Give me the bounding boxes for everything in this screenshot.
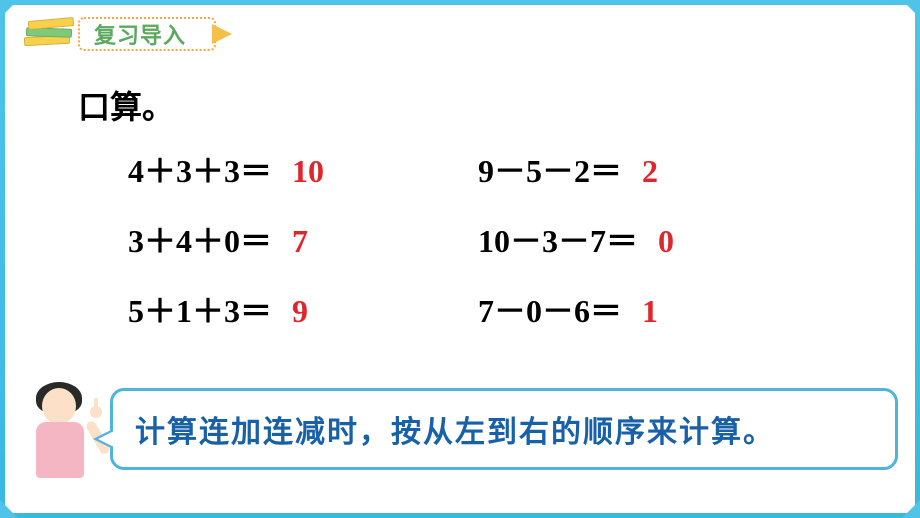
problem-left-2: 5＋1＋3＝ 9	[128, 286, 478, 332]
problems-grid: 4＋3＋3＝ 10 9－5－2＝ 2 3＋4＋0＝ 7 10－3－7＝ 0 5＋…	[128, 146, 828, 356]
teacher-icon	[22, 378, 100, 488]
problem-row: 5＋1＋3＝ 9 7－0－6＝ 1	[128, 286, 828, 332]
problem-row: 3＋4＋0＝ 7 10－3－7＝ 0	[128, 216, 828, 262]
problem-answer: 1	[642, 293, 658, 330]
banner-box: 复习导入	[78, 17, 216, 51]
problem-expr: 9－5－2＝	[478, 146, 622, 192]
banner-arrow-icon	[212, 24, 232, 44]
problem-expr: 7－0－6＝	[478, 286, 622, 332]
note-bubble: 计算连加连减时，按从左到右的顺序来计算。	[110, 388, 898, 470]
header-banner: 复习导入	[22, 16, 216, 52]
problem-answer: 10	[292, 153, 324, 190]
problem-right-0: 9－5－2＝ 2	[478, 146, 828, 192]
problem-left-0: 4＋3＋3＝ 10	[128, 146, 478, 192]
problem-answer: 7	[292, 223, 308, 260]
problem-expr: 3＋4＋0＝	[128, 216, 272, 262]
problem-expr: 5＋1＋3＝	[128, 286, 272, 332]
problem-right-2: 7－0－6＝ 1	[478, 286, 828, 332]
books-icon	[22, 16, 76, 52]
problem-answer: 0	[658, 223, 674, 260]
problem-left-1: 3＋4＋0＝ 7	[128, 216, 478, 262]
note-container: 计算连加连减时，按从左到右的顺序来计算。	[22, 378, 898, 488]
banner-text: 复习导入	[94, 18, 186, 50]
problem-answer: 2	[642, 153, 658, 190]
problem-right-1: 10－3－7＝ 0	[478, 216, 828, 262]
problem-row: 4＋3＋3＝ 10 9－5－2＝ 2	[128, 146, 828, 192]
problem-expr: 10－3－7＝	[478, 216, 638, 262]
problem-answer: 9	[292, 293, 308, 330]
problem-expr: 4＋3＋3＝	[128, 146, 272, 192]
page-title: 口算。	[78, 82, 174, 128]
